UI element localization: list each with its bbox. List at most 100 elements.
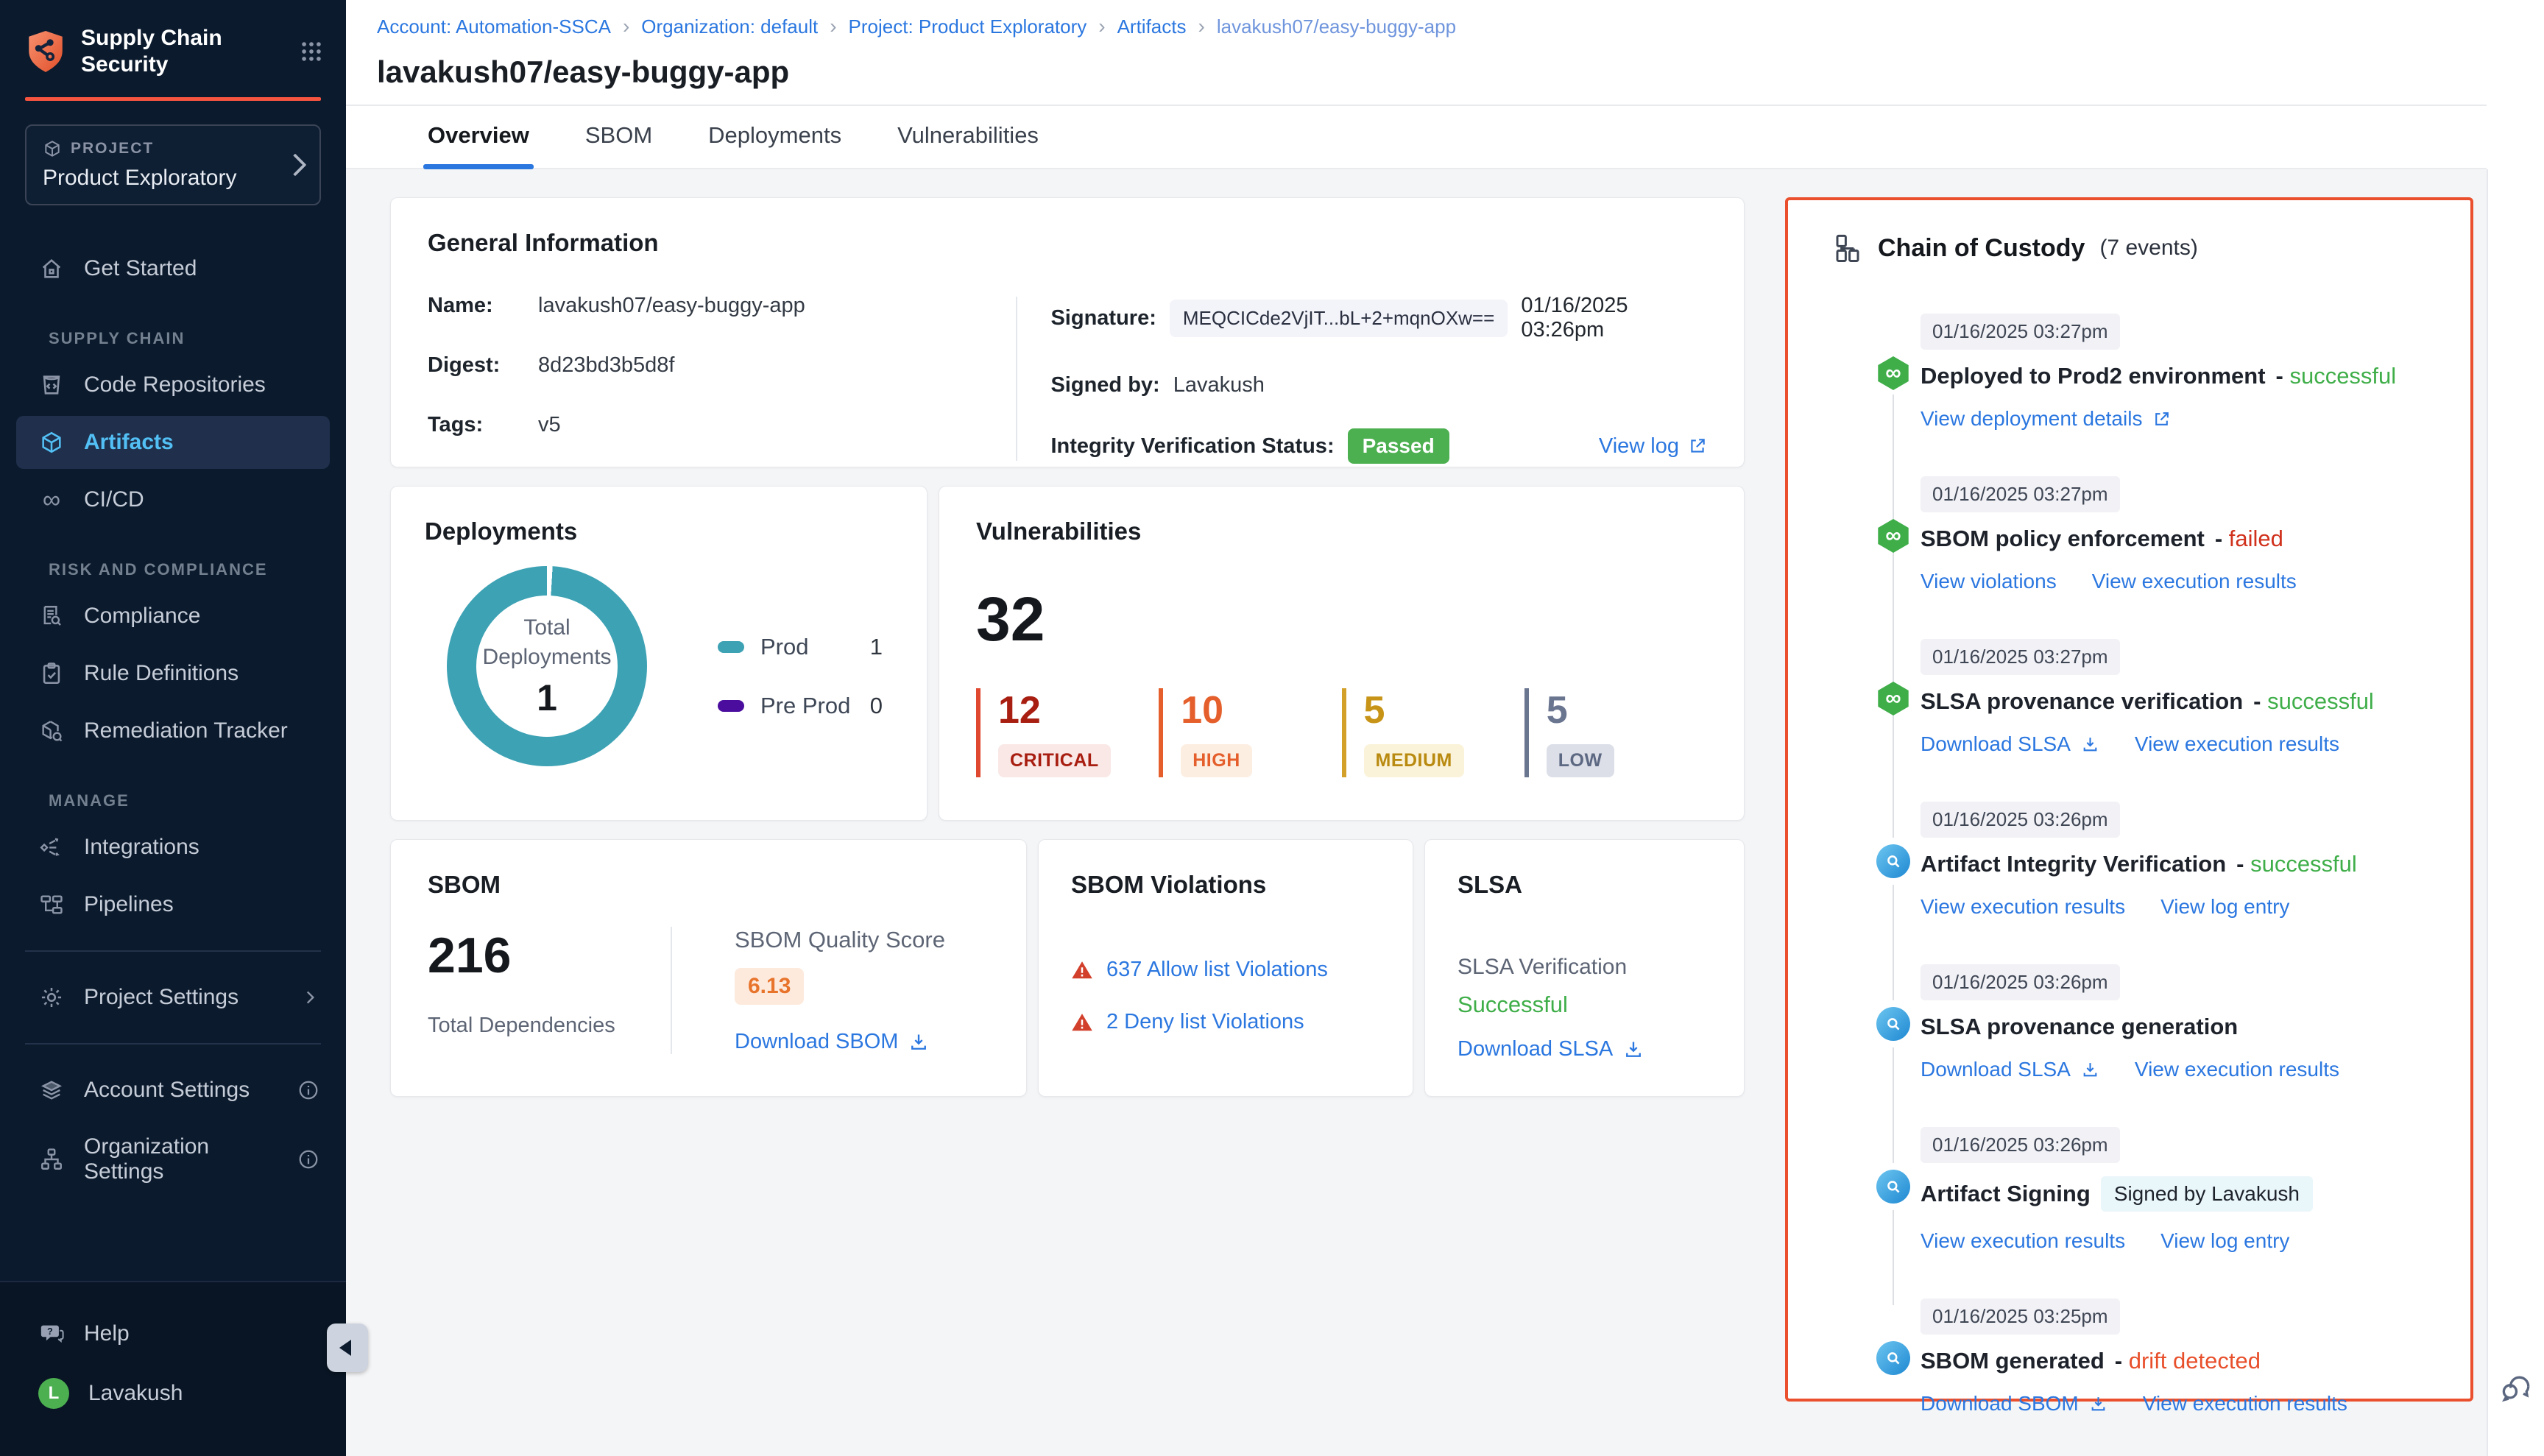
deployments-legend: Prod 1 Pre Prod 0 — [718, 634, 883, 766]
severity-badge: HIGH — [1181, 744, 1252, 777]
legend-label: Prod — [760, 634, 809, 660]
sidebar-item-label: Account Settings — [84, 1078, 250, 1102]
sidebar-item-artifacts[interactable]: Artifacts — [16, 416, 330, 469]
view-violations-link[interactable]: View violations — [1921, 570, 2057, 593]
sidebar-footer: ? Help L Lavakush — [0, 1281, 346, 1456]
sidebar-item-rule-definitions[interactable]: Rule Definitions — [16, 647, 330, 700]
name-label: Name: — [428, 294, 493, 317]
download-icon — [1626, 1042, 1642, 1057]
donut-total: 1 — [537, 677, 557, 718]
page-title: lavakush07/easy-buggy-app — [377, 54, 790, 89]
event-status: drift detected — [2115, 1348, 2261, 1374]
deny-list-violations-row: 2 Deny list Violations — [1071, 1010, 1380, 1034]
breadcrumb-artifacts[interactable]: Artifacts — [1117, 15, 1187, 38]
legend-value: 1 — [869, 634, 883, 660]
sidebar-item-get-started[interactable]: Get Started — [16, 242, 330, 295]
tab-overview[interactable]: Overview — [423, 122, 534, 169]
view-execution-results-link[interactable]: View execution results — [1921, 895, 2126, 918]
sidebar-item-project-settings[interactable]: Project Settings — [16, 971, 330, 1024]
cicd-infinity-icon: ∞ — [42, 486, 61, 514]
allow-list-violations-link[interactable]: 637 Allow list Violations — [1106, 958, 1328, 981]
user-name: Lavakush — [88, 1381, 183, 1405]
severity-badge: MEDIUM — [1363, 744, 1464, 777]
tab-vulnerabilities[interactable]: Vulnerabilities — [897, 122, 1039, 148]
pipeline-deploy-icon: ∞ — [1878, 682, 1909, 715]
event-status: successful — [2276, 363, 2396, 389]
prod-legend-swatch — [718, 641, 744, 653]
event-timestamp: 01/16/2025 03:27pm — [1921, 639, 2120, 675]
sidebar-item-integrations[interactable]: Integrations — [16, 821, 330, 874]
scan-magnifier-icon — [1876, 1007, 1910, 1041]
severity-badge: LOW — [1546, 744, 1614, 777]
coc-event-sbom-policy-enforcement: 01/16/2025 03:27pm ∞ SBOM policy enforce… — [1817, 476, 2441, 593]
sidebar-collapse-handle[interactable] — [327, 1324, 368, 1372]
view-log-link[interactable]: View log — [1599, 434, 1707, 459]
event-timestamp: 01/16/2025 03:26pm — [1921, 964, 2120, 1000]
view-execution-results-link[interactable]: View execution results — [1921, 1229, 2126, 1252]
download-icon — [2083, 1062, 2097, 1076]
download-slsa-link[interactable]: Download SLSA — [1921, 1058, 2099, 1081]
sidebar-item-label: Organization Settings — [84, 1134, 210, 1184]
sidebar-item-organization-settings[interactable]: Organization Settings — [16, 1121, 330, 1198]
download-slsa-link[interactable]: Download SLSA — [1458, 1037, 1644, 1061]
tab-deployments[interactable]: Deployments — [708, 122, 842, 148]
info-icon[interactable] — [297, 1148, 319, 1170]
breadcrumb-account[interactable]: Account: Automation-SSCA — [377, 15, 611, 38]
section-label-supply-chain: SUPPLY CHAIN — [49, 329, 186, 347]
card-title: Deployments — [425, 517, 578, 545]
breadcrumb-current: lavakush07/easy-buggy-app — [1216, 15, 1457, 38]
breadcrumb-organization[interactable]: Organization: default — [641, 15, 819, 38]
severity-medium: 5 MEDIUM — [1341, 688, 1524, 777]
project-selector[interactable]: PROJECT Product Exploratory — [25, 124, 321, 205]
legend-value: 0 — [869, 693, 883, 718]
page-header: Account: Automation-SSCA Organization: d… — [346, 0, 2487, 169]
view-deployment-details-link[interactable]: View deployment details — [1921, 407, 2171, 431]
event-status: failed — [2215, 526, 2283, 552]
view-execution-results-link[interactable]: View execution results — [2134, 1058, 2339, 1081]
info-icon[interactable] — [297, 1079, 319, 1101]
artifact-tags: v5 — [538, 413, 561, 437]
download-slsa-link[interactable]: Download SLSA — [1921, 732, 2099, 756]
divider — [1016, 297, 1018, 461]
panel-title: Chain of Custody — [1878, 233, 2085, 262]
sidebar-user[interactable]: L Lavakush — [16, 1365, 330, 1422]
view-log-entry-link[interactable]: View log entry — [2160, 895, 2290, 918]
support-chat-icon[interactable] — [2497, 1371, 2534, 1407]
slsa-card: SLSA SLSA Verification Successful Downlo… — [1424, 839, 1745, 1097]
download-sbom-link[interactable]: Download SBOM — [1921, 1392, 2107, 1416]
deny-list-violations-link[interactable]: 2 Deny list Violations — [1106, 1010, 1304, 1033]
severity-low: 5 LOW — [1524, 688, 1707, 777]
view-execution-results-link[interactable]: View execution results — [2134, 732, 2339, 755]
view-log-entry-link[interactable]: View log entry — [2160, 1229, 2290, 1252]
sidebar-item-label: Project Settings — [84, 985, 239, 1009]
sidebar-item-code-repositories[interactable]: Code Repositories — [16, 358, 330, 411]
sidebar-item-help[interactable]: ? Help — [16, 1307, 330, 1360]
warning-icon — [1072, 961, 1092, 978]
remediation-tracker-icon — [38, 718, 65, 744]
sidebar-item-label: Get Started — [84, 256, 197, 280]
signed-by-value: Lavakush — [1173, 373, 1265, 397]
breadcrumb-project[interactable]: Project: Product Exploratory — [848, 15, 1087, 38]
tab-sbom[interactable]: SBOM — [584, 122, 653, 148]
sidebar-item-cicd[interactable]: ∞ CI/CD — [16, 473, 330, 526]
integrity-status-badge: Passed — [1347, 428, 1449, 464]
sbom-quality-score-value: 6.13 — [735, 968, 805, 1005]
tags-label: Tags: — [428, 413, 484, 437]
signed-by-chip: Signed by Lavakush — [2100, 1176, 2313, 1212]
slsa-verification-status: Successful — [1458, 992, 1568, 1017]
external-link-icon — [2155, 411, 2169, 425]
sidebar-item-account-settings[interactable]: Account Settings — [16, 1064, 330, 1117]
rule-definitions-clipboard-icon — [38, 660, 65, 687]
sidebar-item-remediation-tracker[interactable]: Remediation Tracker — [16, 704, 330, 757]
chain-of-custody-panel: Chain of Custody (7 events) 01/16/2025 0… — [1785, 197, 2473, 1415]
general-information-card: General Information Name: lavakush07/eas… — [390, 197, 1745, 467]
app-grid-icon[interactable] — [299, 39, 324, 64]
severity-count: 10 — [1181, 689, 1224, 732]
sidebar-item-pipelines[interactable]: Pipelines — [16, 878, 330, 931]
download-sbom-link[interactable]: Download SBOM — [735, 1030, 929, 1054]
sidebar-item-compliance[interactable]: Compliance — [16, 590, 330, 643]
severity-high: 10 HIGH — [1159, 688, 1341, 777]
view-execution-results-link[interactable]: View execution results — [2142, 1392, 2347, 1415]
view-execution-results-link[interactable]: View execution results — [2091, 570, 2297, 593]
